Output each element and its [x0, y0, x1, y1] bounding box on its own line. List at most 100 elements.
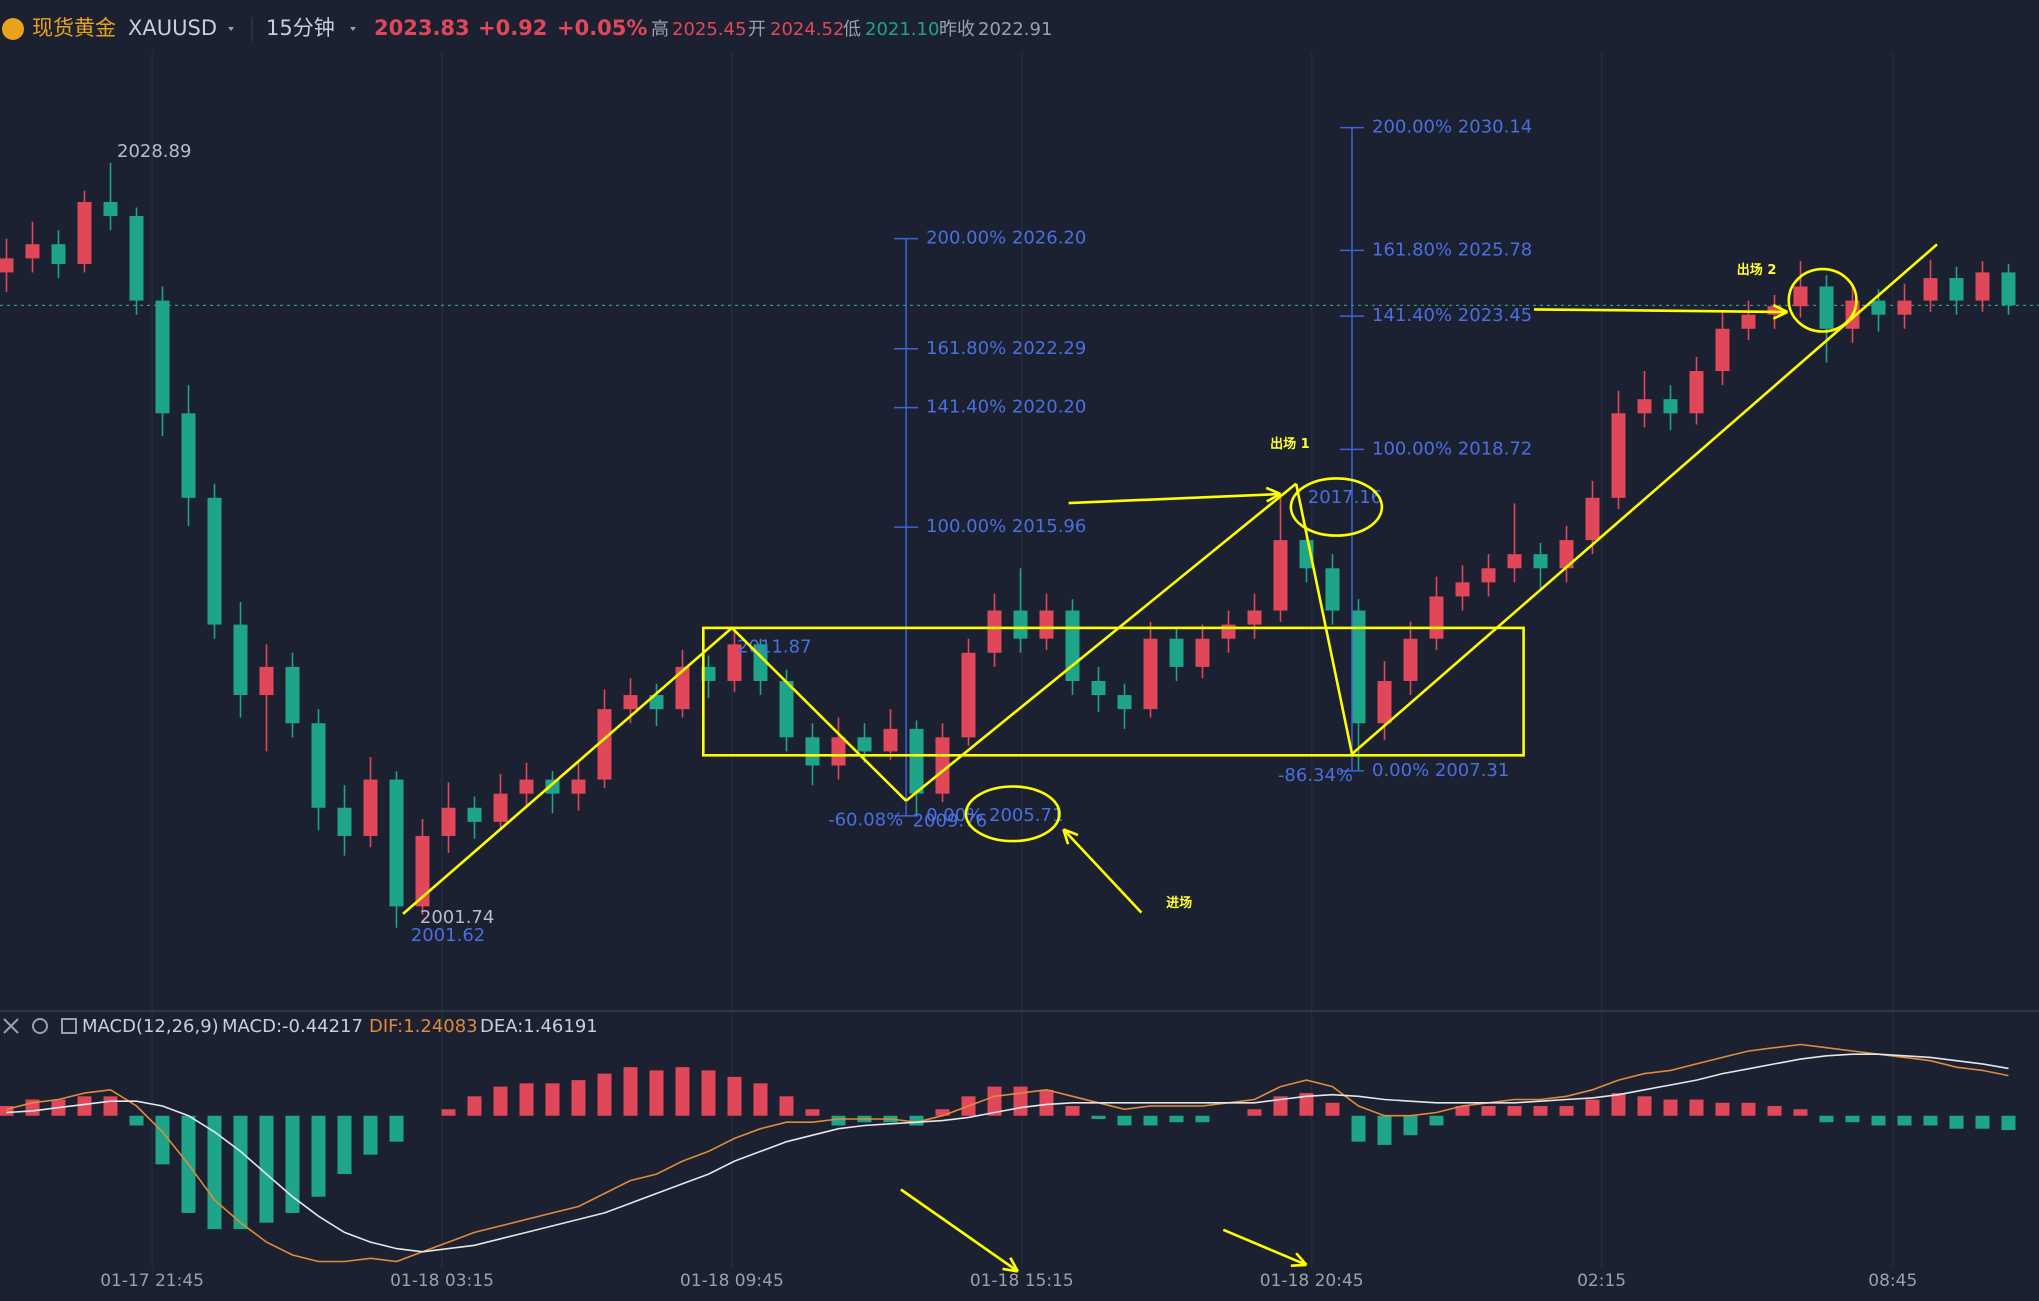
candle-body	[675, 666, 690, 710]
macd-bar	[1429, 1115, 1444, 1126]
macd-bar	[1143, 1115, 1158, 1126]
macd-bar	[1637, 1096, 1652, 1116]
macd-bar	[1923, 1115, 1938, 1126]
price-label: -86.34%	[1278, 765, 1353, 786]
macd-bar	[1897, 1115, 1912, 1126]
macd-bar	[1585, 1099, 1600, 1116]
open-label: 开	[748, 19, 766, 40]
macd-bar	[129, 1115, 144, 1126]
candle-body	[1871, 300, 1886, 315]
candle-body	[467, 807, 482, 822]
macd-bar	[311, 1115, 326, 1197]
macd-bar	[935, 1109, 950, 1116]
macd-bar	[285, 1115, 300, 1213]
macd-bar	[1793, 1109, 1808, 1116]
macd-bar	[2001, 1115, 2016, 1131]
candle-body	[1741, 314, 1756, 329]
fib-level-label: 200.00% 2030.14	[1372, 117, 1532, 138]
candle-body	[961, 652, 976, 738]
expand-icon[interactable]	[61, 1018, 77, 1034]
change-percent: +0.05%	[557, 16, 647, 40]
macd-bar	[1975, 1115, 1990, 1129]
period[interactable]: 15分钟	[266, 16, 335, 40]
change: +0.92	[478, 16, 547, 40]
drawn-line	[905, 482, 1297, 802]
macd-bar	[1039, 1089, 1054, 1116]
fib-level-label: 141.40% 2020.20	[926, 397, 1086, 418]
drawn-line	[1265, 486, 1282, 496]
candle-body	[0, 258, 14, 273]
dropdown-icon[interactable]	[350, 27, 356, 31]
candle-body	[311, 723, 326, 808]
candle-body	[831, 737, 846, 766]
drawn-circle	[1289, 477, 1384, 537]
candle-body	[571, 779, 586, 794]
candle-body	[805, 737, 820, 766]
macd-bar	[571, 1080, 586, 1116]
macd-bar	[779, 1096, 794, 1116]
price-label: 2001.62	[411, 925, 485, 946]
drawn-box	[701, 626, 1525, 757]
macd-bar	[0, 1106, 14, 1116]
candle-body	[1455, 582, 1470, 597]
candle-body	[1923, 278, 1938, 301]
drawn-line	[1295, 1252, 1308, 1266]
candle-body	[701, 666, 716, 681]
candle-body	[233, 624, 248, 696]
annotation: 进场	[1166, 896, 1192, 911]
candle-body	[1507, 554, 1522, 569]
dif-value: DIF:1.24083	[369, 1016, 478, 1037]
drawn-line	[1062, 828, 1143, 914]
x-tick-label: 01-18 20:45	[1260, 1271, 1364, 1291]
candle-body	[103, 201, 118, 217]
macd-bar	[1013, 1086, 1028, 1116]
dea-line	[6, 1053, 2009, 1253]
drawn-line	[1068, 492, 1281, 505]
macd-bar	[1403, 1115, 1418, 1136]
candle-body	[1429, 596, 1444, 639]
candle-body	[1793, 286, 1808, 307]
macd-bar	[1533, 1106, 1548, 1116]
high-label: 高	[651, 19, 669, 40]
drawn-line	[1009, 1257, 1020, 1273]
x-tick-label: 01-18 15:15	[970, 1271, 1074, 1291]
candle-body	[363, 779, 378, 836]
candle-body	[1195, 638, 1210, 667]
drawn-line	[1351, 243, 1938, 755]
macd-bar	[1663, 1099, 1678, 1116]
candle-body	[1975, 272, 1990, 301]
settings-icon[interactable]	[32, 1018, 48, 1034]
candle-body	[987, 610, 1002, 653]
macd-bar	[1091, 1115, 1106, 1119]
macd-bar	[1247, 1109, 1262, 1116]
candle-body	[519, 779, 534, 794]
close-icon[interactable]	[3, 1018, 19, 1034]
symbol[interactable]: XAUUSD	[128, 16, 217, 40]
candle-body	[129, 216, 144, 301]
macd-bar	[727, 1076, 742, 1116]
instrument-name: 现货黄金	[32, 16, 116, 40]
macd-title: MACD(12,26,9)	[82, 1016, 219, 1037]
drawings-layer: 出场 1 出场 2 进场	[402, 243, 1938, 1273]
macd-bar	[259, 1115, 274, 1223]
macd-bar	[831, 1115, 846, 1126]
dropdown-icon[interactable]	[228, 27, 234, 31]
candle-body	[883, 728, 898, 752]
macd-bar	[363, 1115, 378, 1155]
macd-bar	[155, 1115, 170, 1165]
candle-body	[1715, 328, 1730, 372]
high-value: 2025.45	[672, 19, 746, 40]
candle-body	[1481, 568, 1496, 583]
prev-close-value: 2022.91	[978, 19, 1052, 40]
macd-bar	[1117, 1115, 1132, 1126]
macd-bar	[493, 1086, 508, 1116]
drawn-line	[900, 1188, 1019, 1273]
low-value: 2021.10	[865, 19, 939, 40]
macd-bar	[1689, 1099, 1704, 1116]
candle-body	[623, 695, 638, 710]
price-label: 2009.76	[913, 811, 987, 832]
candle-body	[285, 666, 300, 724]
candle-body	[1611, 413, 1626, 498]
